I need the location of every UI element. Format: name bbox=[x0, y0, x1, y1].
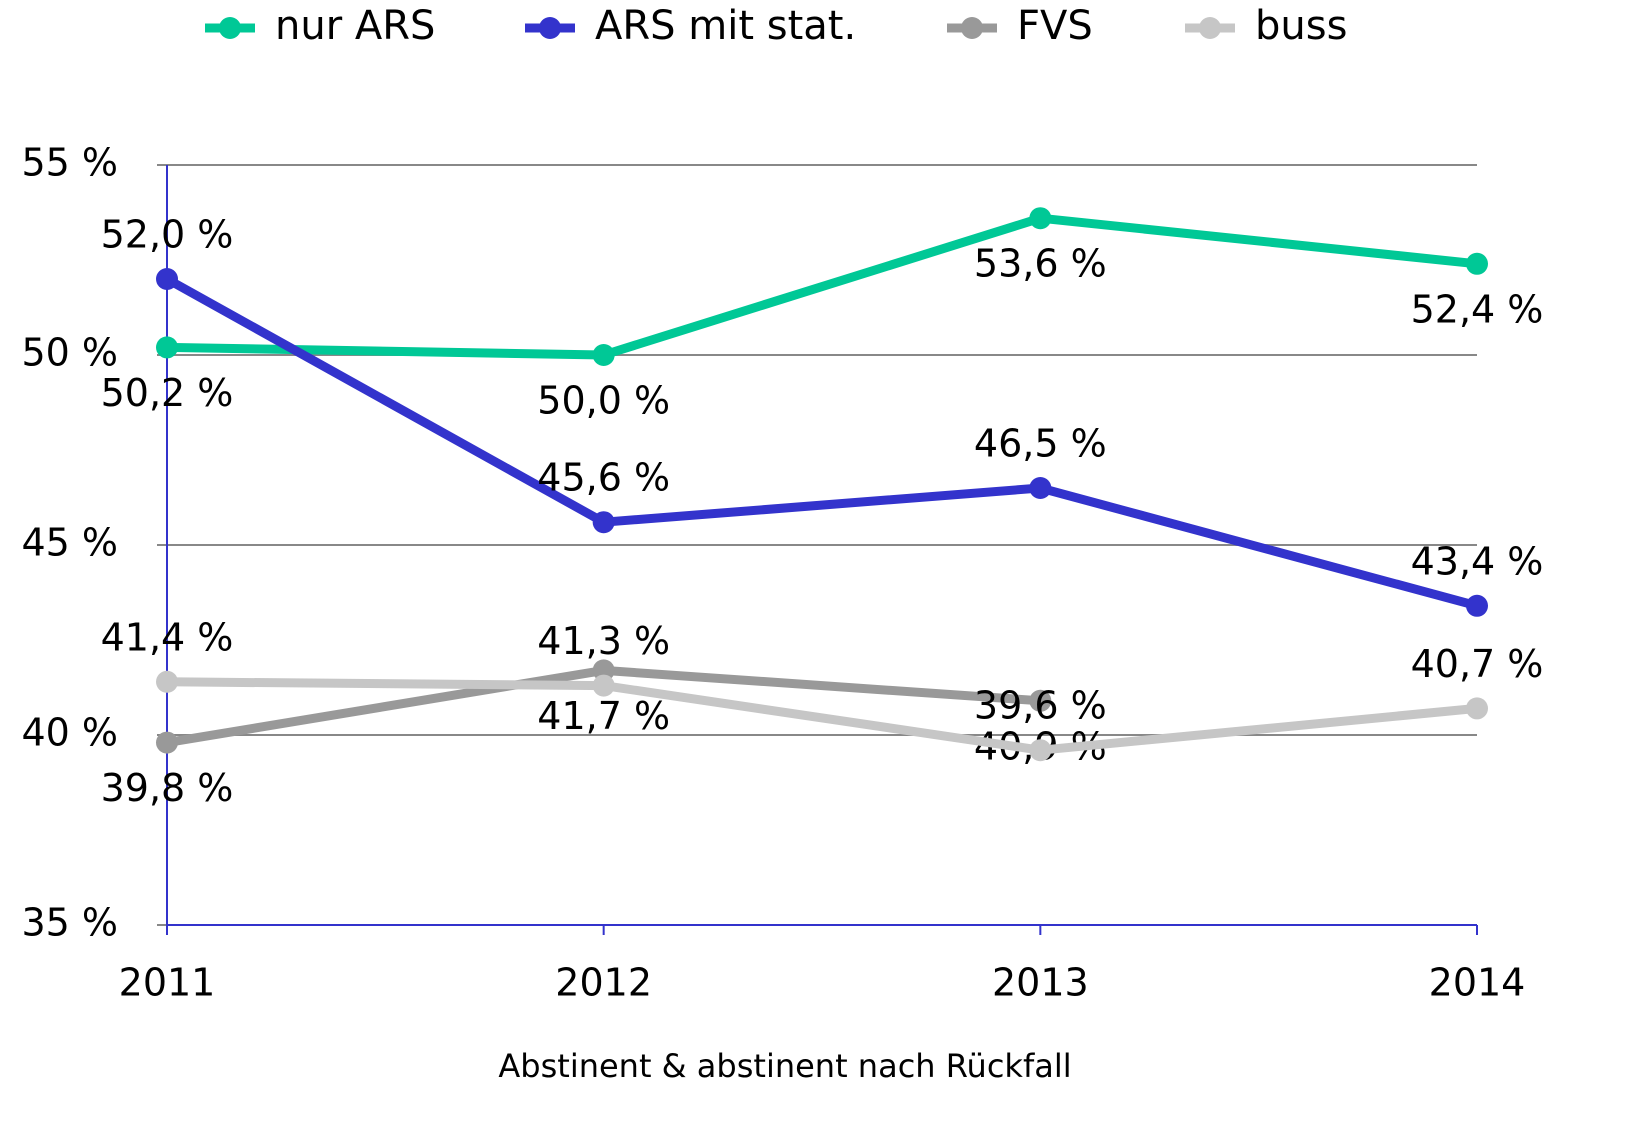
legend-marker bbox=[1199, 17, 1221, 39]
legend-label: ARS mit stat. bbox=[595, 3, 856, 49]
data-label: 43,4 % bbox=[1411, 539, 1544, 583]
data-point bbox=[1029, 689, 1052, 712]
data-point bbox=[592, 674, 615, 697]
data-label: 50,2 % bbox=[101, 371, 234, 415]
x-tick-label: 2012 bbox=[555, 961, 652, 1005]
x-tick-label: 2013 bbox=[992, 961, 1089, 1005]
y-tick-label: 55 % bbox=[21, 141, 118, 185]
x-tick-label: 2014 bbox=[1429, 961, 1526, 1005]
data-point bbox=[592, 659, 615, 682]
data-label: 52,4 % bbox=[1411, 287, 1544, 331]
data-label: 52,0 % bbox=[101, 213, 234, 257]
y-tick-label: 50 % bbox=[21, 331, 118, 375]
legend-marker bbox=[539, 17, 561, 39]
data-point bbox=[1466, 252, 1488, 275]
data-label: 46,5 % bbox=[974, 422, 1107, 466]
x-axis-title: Abstinent & abstinent nach Rückfall bbox=[498, 1047, 1071, 1085]
data-point bbox=[1466, 594, 1488, 617]
legend-label: FVS bbox=[1017, 3, 1093, 49]
data-point bbox=[592, 511, 615, 534]
data-label: 41,7 % bbox=[537, 694, 670, 738]
data-label: 39,6 % bbox=[974, 684, 1107, 728]
data-point bbox=[1029, 207, 1052, 230]
data-label: 45,6 % bbox=[537, 456, 670, 500]
data-point bbox=[156, 268, 178, 290]
data-label: 50,0 % bbox=[537, 379, 670, 423]
y-tick-label: 45 % bbox=[21, 521, 118, 565]
data-label: 41,4 % bbox=[101, 615, 234, 659]
data-label: 40,7 % bbox=[1411, 642, 1544, 686]
legend-label: buss bbox=[1255, 3, 1347, 49]
y-tick-label: 40 % bbox=[21, 711, 118, 755]
series-line bbox=[166, 677, 1478, 755]
legend-marker bbox=[961, 17, 983, 39]
data-point bbox=[156, 731, 178, 754]
data-point bbox=[156, 670, 178, 693]
data-point bbox=[1029, 739, 1052, 762]
series-line bbox=[166, 213, 1478, 360]
legend-label: nur ARS bbox=[275, 3, 435, 49]
legend-marker bbox=[219, 17, 241, 39]
data-label: 53,6 % bbox=[974, 242, 1107, 286]
data-point bbox=[1029, 477, 1052, 499]
data-point bbox=[156, 336, 178, 359]
y-tick-label: 35 % bbox=[21, 901, 118, 945]
x-tick-label: 2011 bbox=[119, 961, 216, 1005]
series-line bbox=[164, 275, 1479, 611]
data-label: 41,3 % bbox=[537, 619, 670, 663]
data-label: 39,8 % bbox=[101, 766, 234, 810]
data-point bbox=[592, 344, 615, 366]
data-point bbox=[1466, 697, 1488, 720]
